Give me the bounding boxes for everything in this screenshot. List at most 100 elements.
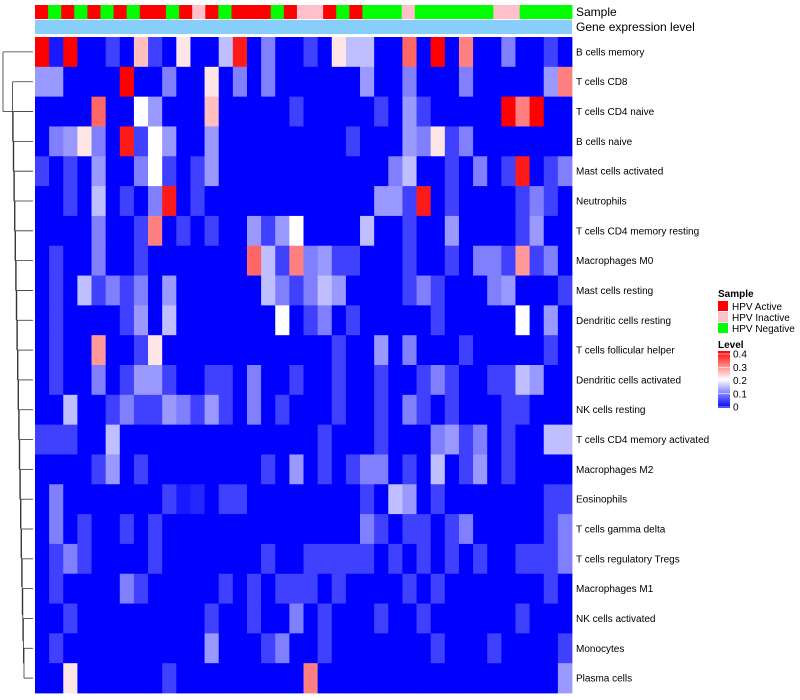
heatmap-cell [190,215,205,247]
heatmap-cell [218,186,234,217]
row-label: B cells memory [576,47,644,58]
heatmap-cell [289,424,304,455]
heatmap-cell [529,215,545,247]
heatmap-cell [501,66,516,98]
sample-annotation-cell [506,5,521,19]
heatmap-cell [317,573,333,604]
heatmap-cell [289,275,304,306]
heatmap-cell [105,66,121,98]
heatmap-cell [557,96,573,127]
heatmap-cell [176,215,191,247]
heatmap-cell [543,275,559,306]
heatmap-cell [176,633,191,664]
heatmap-cell [63,663,78,694]
heatmap-cell [416,365,432,396]
heatmap-cell [360,394,375,426]
heatmap-cell [473,66,488,98]
heatmap-cell [275,305,290,336]
heatmap-cell [360,275,375,306]
heatmap-cell [473,603,488,634]
heatmap-cell [402,96,417,127]
heatmap-cell [246,514,262,545]
heatmap-cell [331,275,347,306]
heatmap-cell [246,543,262,575]
heatmap-cell [105,365,121,396]
heatmap-cell [246,365,262,396]
heatmap-cell [133,156,149,187]
heatmap-cell [148,126,163,157]
heatmap-cell [232,424,248,455]
heatmap-cell [458,37,474,68]
heatmap-cell [360,156,375,187]
sample-annotation-cell [467,5,481,19]
heatmap-cell [119,215,135,247]
heatmap-cell [430,633,446,664]
heatmap-cell [458,365,474,396]
heatmap-cell [289,66,304,98]
heatmap-cell [317,275,333,306]
heatmap-cell [204,394,220,426]
heatmap-cell [63,245,78,276]
heatmap-cell [162,126,177,157]
heatmap-cell [444,573,460,604]
heatmap-cell [77,186,92,217]
heatmap-cell [444,633,460,664]
heatmap-cell [303,603,319,634]
heatmap-cell [416,424,432,455]
heatmap-cell [162,66,177,98]
heatmap-cell [35,514,50,545]
heatmap-cell [176,484,191,515]
heatmap-cell [261,305,276,336]
heatmap-cell [557,394,573,426]
heatmap-cell [246,454,262,485]
heatmap-cell [345,454,361,485]
heatmap-cell [261,663,276,694]
heatmap-cell [374,573,389,604]
heatmap-cell [416,543,432,575]
heatmap-cell [402,454,417,485]
heatmap-cell [162,335,177,366]
heatmap-cell [331,66,347,98]
heatmap-cell [430,215,446,247]
heatmap-cell [162,96,177,127]
heatmap-cell [501,454,516,485]
heatmap-cell [275,156,290,187]
heatmap-cell [190,394,205,426]
heatmap-cell [473,215,488,247]
heatmap-cell [487,424,502,455]
heatmap-cell [444,394,460,426]
heatmap-cell [49,186,64,217]
heatmap-cell [416,245,432,276]
heatmap-cell [303,365,319,396]
heatmap-cell [487,454,502,485]
heatmap-cell [473,335,488,366]
sample-annotation-cell [48,5,62,19]
heatmap-cell [35,96,50,127]
heatmap-cell [63,543,78,575]
heatmap-cell [515,275,530,306]
heatmap-cell [473,37,488,68]
heatmap-cell [557,305,573,336]
heatmap-cell [529,603,545,634]
heatmap-cell [317,66,333,98]
heatmap-cell [148,335,163,366]
sample-annotation-cell [296,5,311,19]
heatmap-cell [218,305,234,336]
sample-annotation-bar [35,5,573,19]
heatmap-cell [430,365,446,396]
heatmap-cell [148,603,163,634]
heatmap-cell [458,424,474,455]
heatmap-cell [246,603,262,634]
heatmap-cell [275,275,290,306]
row-label: T cells gamma delta [576,525,666,536]
sample-annotation-cell [126,5,141,19]
heatmap-cell [133,37,149,68]
heatmap-cell [232,275,248,306]
heatmap-cell [388,365,403,396]
heatmap-cell [133,543,149,575]
heatmap-cell [289,215,304,247]
heatmap-cell [119,126,135,157]
heatmap-cell [501,245,516,276]
heatmap-cell [501,394,516,426]
heatmap-cell [360,424,375,455]
